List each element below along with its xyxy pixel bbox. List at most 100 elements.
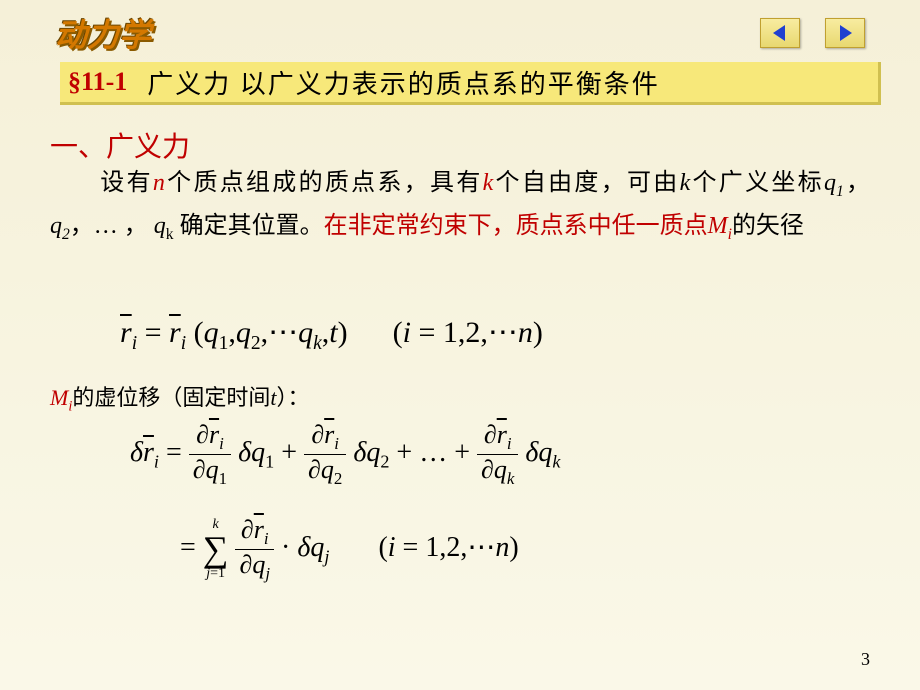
partial: ∂ xyxy=(311,420,324,449)
r: r xyxy=(324,420,334,449)
one: 1 xyxy=(218,566,225,581)
var-q1: q xyxy=(824,170,836,196)
delta: δ xyxy=(238,437,251,468)
q: q xyxy=(366,437,380,468)
eq: = xyxy=(210,566,218,581)
partial: ∂ xyxy=(484,420,497,449)
q: q xyxy=(251,437,265,468)
dots: ⋯ xyxy=(467,532,495,563)
summation: k ∑ j=1 xyxy=(203,517,229,581)
r-bar: r xyxy=(143,437,154,468)
next-arrow-icon xyxy=(835,23,855,43)
dots: ⋯ xyxy=(488,316,518,349)
delta: δ xyxy=(353,437,366,468)
prev-button[interactable] xyxy=(760,18,800,48)
partial: ∂ xyxy=(481,455,494,484)
paren: ) xyxy=(338,316,348,349)
sub: 1 xyxy=(219,333,229,354)
partial: ∂ xyxy=(193,455,206,484)
plus-dots: + … + xyxy=(396,437,477,468)
sub: i xyxy=(334,434,339,453)
virtual-displacement-label: Mi的虚位移（固定时间t）： xyxy=(50,380,309,415)
sub: i xyxy=(154,452,159,472)
r: r xyxy=(497,420,507,449)
paren: ) xyxy=(509,532,518,563)
var-k: k xyxy=(483,170,494,196)
sub: k xyxy=(552,452,560,472)
var-n: n xyxy=(153,170,165,196)
var-qk: q xyxy=(154,213,166,239)
red-text: 任一质点 xyxy=(612,213,708,239)
paren: ( xyxy=(378,532,387,563)
sum-symbol: ∑ xyxy=(203,533,229,565)
r: r xyxy=(209,420,219,449)
i: i xyxy=(388,532,396,563)
dots: ⋯ xyxy=(268,316,298,349)
i: i xyxy=(403,316,411,349)
q: q xyxy=(206,455,219,484)
text: 的矢径 xyxy=(732,213,804,239)
sub: i xyxy=(507,434,512,453)
text: 个自由度，可由 xyxy=(493,170,679,196)
n: n xyxy=(518,316,533,349)
section-title-text: 广义力 以广义力表示的质点系的平衡条件 xyxy=(147,64,660,101)
prev-arrow-icon xyxy=(770,23,790,43)
var-q2: q xyxy=(50,213,62,239)
q: q xyxy=(204,316,219,349)
body-paragraph: 设有n个质点组成的质点系，具有k个自由度，可由k个广义坐标q1， q2，… ， … xyxy=(50,162,870,248)
page-header-title: 动力学 xyxy=(55,10,151,56)
sub: i xyxy=(181,333,186,354)
sub: j xyxy=(324,547,329,567)
t: t xyxy=(329,316,337,349)
dot: · xyxy=(281,532,297,563)
next-button[interactable] xyxy=(825,18,865,48)
page-number: 3 xyxy=(861,649,870,670)
q: q xyxy=(538,437,552,468)
partial: ∂ xyxy=(241,515,254,544)
sub: 2 xyxy=(62,226,70,243)
partial: ∂ xyxy=(308,455,321,484)
eq: = xyxy=(411,316,443,349)
vals: 1,2, xyxy=(425,532,467,563)
sub: k xyxy=(507,469,515,488)
frac-k: ∂ri ∂qk xyxy=(477,420,518,489)
text: 个广义坐标 xyxy=(690,170,824,196)
sub: 2 xyxy=(251,333,261,354)
sub: i xyxy=(264,529,269,548)
sub: 1 xyxy=(265,452,274,472)
frac-1: ∂ri ∂q1 xyxy=(189,420,231,489)
eq: = xyxy=(166,437,189,468)
q: q xyxy=(310,532,324,563)
sub: i xyxy=(132,333,137,354)
sub: 2 xyxy=(334,469,342,488)
var-Mi: M xyxy=(708,213,728,239)
partial: ∂ xyxy=(196,420,209,449)
text: 个质点组成的质点系，具有 xyxy=(165,170,483,196)
text: 的虚位移（固定时间 xyxy=(72,385,270,410)
vals: 1,2, xyxy=(443,316,488,349)
q: q xyxy=(298,316,313,349)
paren: ( xyxy=(393,316,403,349)
var-k: k xyxy=(680,170,691,196)
text: ， xyxy=(844,170,870,196)
frac-j: ∂ri ∂qj xyxy=(235,515,274,584)
section-title-bar: §11-1 广义力 以广义力表示的质点系的平衡条件 xyxy=(60,62,881,105)
text: 确定其位置。 xyxy=(174,213,324,239)
M: M xyxy=(50,385,68,410)
q: q xyxy=(236,316,251,349)
q: q xyxy=(321,455,334,484)
r-bar: r xyxy=(120,316,132,349)
sub: 1 xyxy=(836,183,844,200)
red-text: 在非定常约束下，质点系中 xyxy=(324,213,612,239)
partial: ∂ xyxy=(239,550,252,579)
paren: ( xyxy=(194,316,204,349)
sub: 2 xyxy=(380,452,389,472)
equation-3: = k ∑ j=1 ∂ri ∂qj · δqj (i = 1,2,⋯n) xyxy=(180,515,519,584)
equation-1: ri = ri (q1,q2,⋯qk,t) (i = 1,2,⋯n) xyxy=(120,315,543,355)
r: r xyxy=(254,515,264,544)
eq: = xyxy=(396,532,426,563)
text: 设有 xyxy=(98,170,153,196)
plus: + xyxy=(281,437,304,468)
sub: 1 xyxy=(219,469,227,488)
sub: i xyxy=(219,434,224,453)
